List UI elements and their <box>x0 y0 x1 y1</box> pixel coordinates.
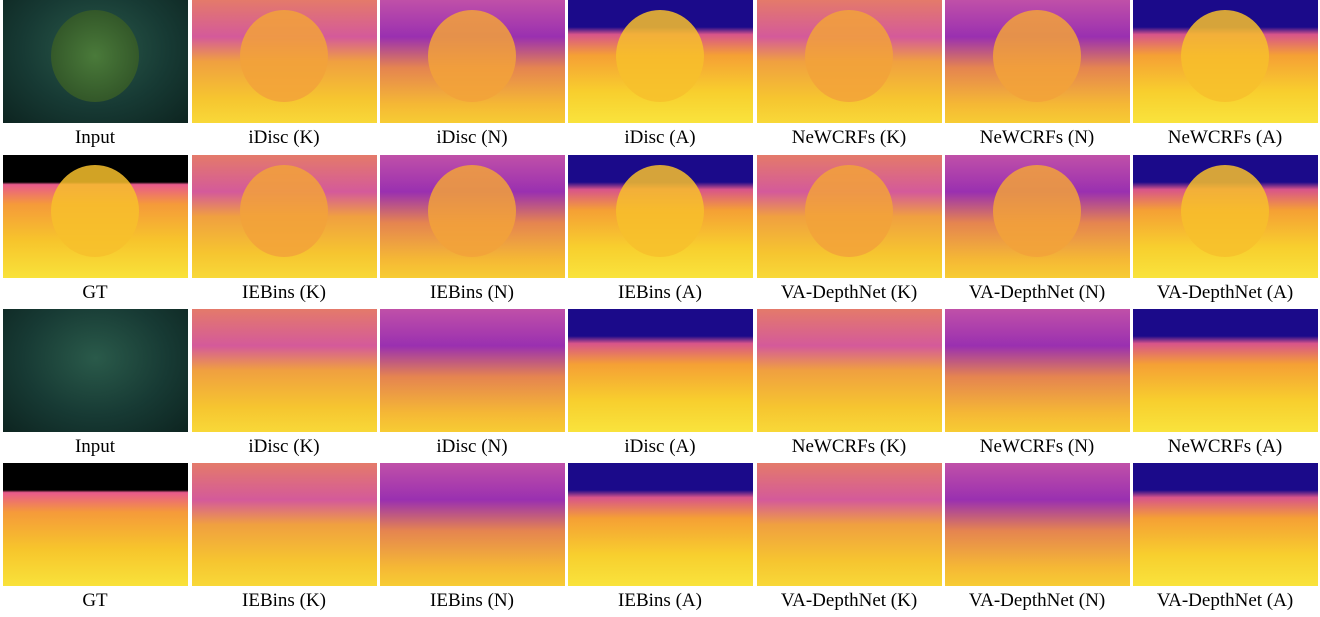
depth-map <box>568 155 753 278</box>
depth-map <box>380 309 565 432</box>
depth-map <box>568 463 753 586</box>
depth-map <box>757 309 942 432</box>
depth-map <box>192 0 377 123</box>
caption: IEBins (A) <box>566 590 754 612</box>
depth-map <box>757 463 942 586</box>
object-blob <box>428 10 516 102</box>
object-blob <box>1181 10 1269 102</box>
caption: iDisc (N) <box>378 436 566 458</box>
depth-map <box>3 155 188 278</box>
depth-map <box>1133 0 1318 123</box>
caption: VA-DepthNet (N) <box>943 282 1131 304</box>
caption: GT <box>1 590 189 612</box>
input-image <box>3 0 188 123</box>
caption: iDisc (N) <box>378 127 566 149</box>
caption: NeWCRFs (K) <box>755 127 943 149</box>
caption: iDisc (A) <box>566 436 754 458</box>
object-blob <box>805 165 893 257</box>
depth-map <box>1133 463 1318 586</box>
object-blob <box>240 10 328 102</box>
object-blob <box>616 10 704 102</box>
caption: VA-DepthNet (K) <box>755 282 943 304</box>
caption: IEBins (N) <box>378 282 566 304</box>
depth-map <box>568 0 753 123</box>
object-blob <box>1181 165 1269 257</box>
depth-map <box>192 309 377 432</box>
caption: NeWCRFs (A) <box>1131 127 1319 149</box>
caption: NeWCRFs (N) <box>943 127 1131 149</box>
depth-map <box>380 155 565 278</box>
depth-map <box>757 0 942 123</box>
caption: IEBins (N) <box>378 590 566 612</box>
depth-map <box>945 309 1130 432</box>
depth-map <box>757 155 942 278</box>
object-blob <box>51 10 139 102</box>
caption: iDisc (K) <box>190 127 378 149</box>
depth-map <box>380 0 565 123</box>
depth-map <box>192 463 377 586</box>
caption: IEBins (A) <box>566 282 754 304</box>
caption: Input <box>1 127 189 149</box>
depth-map <box>1133 309 1318 432</box>
caption: NeWCRFs (K) <box>755 436 943 458</box>
caption: Input <box>1 436 189 458</box>
object-blob <box>993 165 1081 257</box>
input-image <box>3 309 188 432</box>
depth-map <box>3 463 188 586</box>
depth-map <box>192 155 377 278</box>
depth-map <box>380 463 565 586</box>
depth-map <box>945 463 1130 586</box>
caption: IEBins (K) <box>190 282 378 304</box>
caption: iDisc (K) <box>190 436 378 458</box>
caption: IEBins (K) <box>190 590 378 612</box>
object-blob <box>240 165 328 257</box>
caption: VA-DepthNet (A) <box>1131 590 1319 612</box>
caption: VA-DepthNet (K) <box>755 590 943 612</box>
depth-map <box>568 309 753 432</box>
depth-map <box>1133 155 1318 278</box>
object-blob <box>993 10 1081 102</box>
caption: GT <box>1 282 189 304</box>
figure: InputiDisc (K)iDisc (N)iDisc (A)NeWCRFs … <box>0 0 1320 617</box>
caption: NeWCRFs (A) <box>1131 436 1319 458</box>
caption: NeWCRFs (N) <box>943 436 1131 458</box>
caption: VA-DepthNet (N) <box>943 590 1131 612</box>
depth-map <box>945 155 1130 278</box>
object-blob <box>428 165 516 257</box>
object-blob <box>51 165 139 257</box>
depth-map <box>945 0 1130 123</box>
caption: iDisc (A) <box>566 127 754 149</box>
object-blob <box>616 165 704 257</box>
caption: VA-DepthNet (A) <box>1131 282 1319 304</box>
object-blob <box>805 10 893 102</box>
